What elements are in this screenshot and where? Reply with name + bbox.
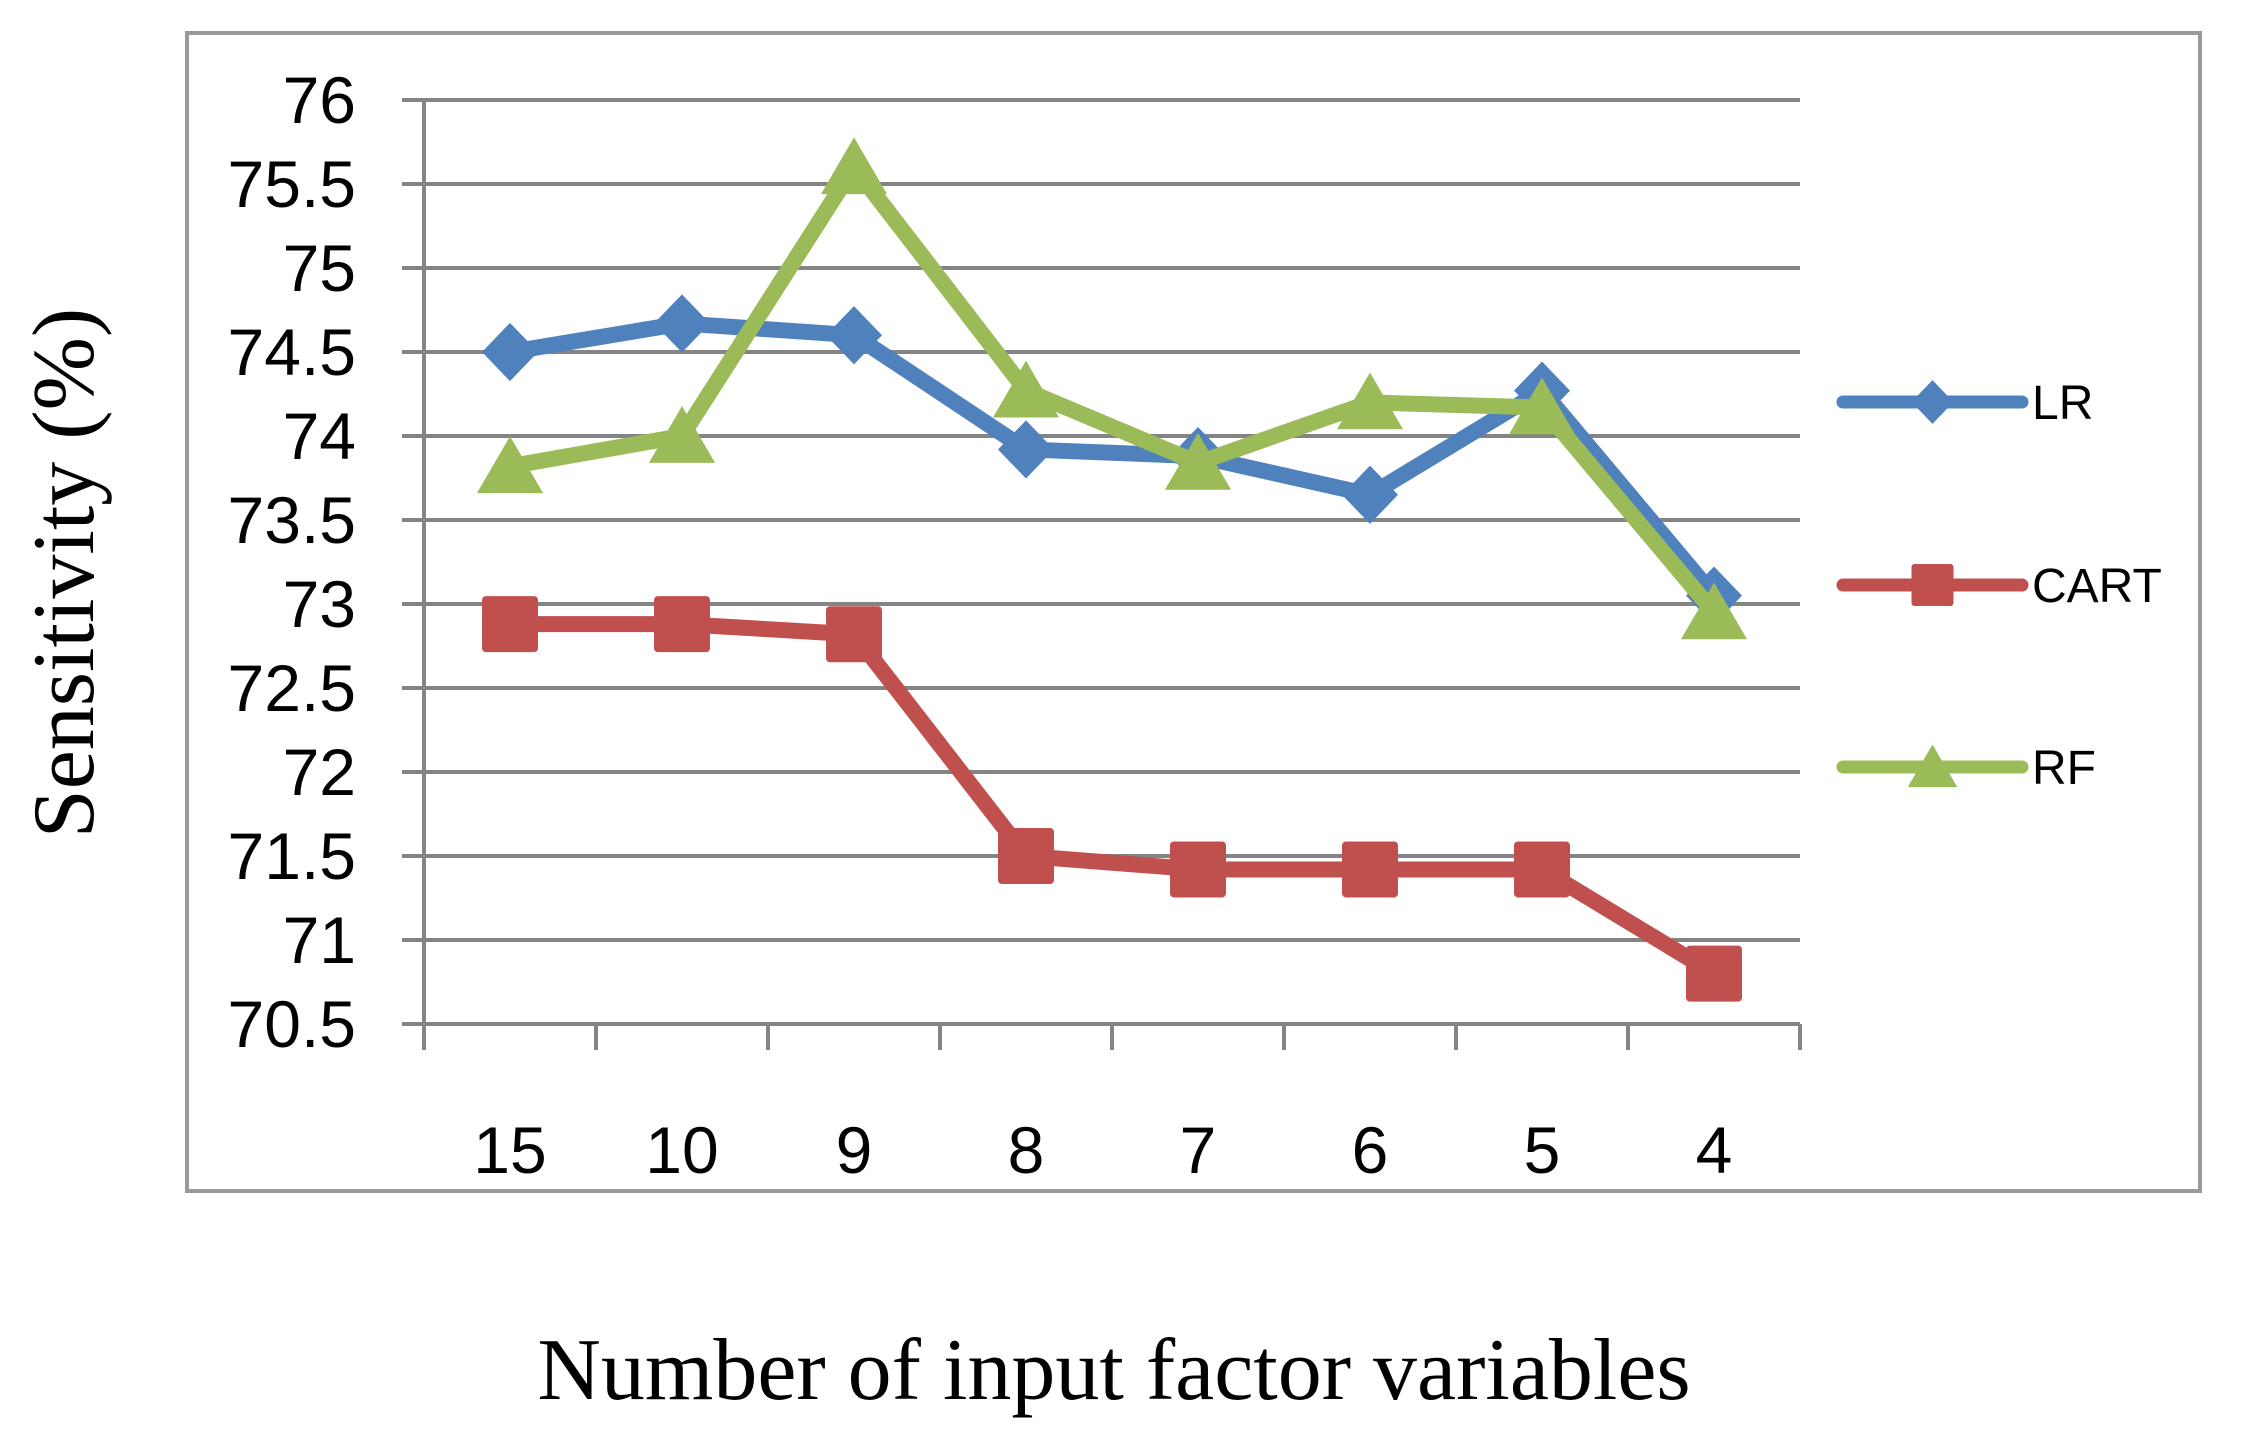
legend-item-CART: CART	[1836, 560, 2162, 613]
x-tick-label: 9	[836, 1113, 873, 1187]
y-tick-label: 73.5	[228, 483, 356, 557]
legend-marker-RF	[1907, 744, 1958, 788]
marker-RF	[1164, 432, 1232, 490]
legend-label-CART: CART	[2032, 560, 2162, 613]
legend-item-RF: RF	[1836, 742, 2096, 795]
y-tick-label: 71	[283, 903, 356, 977]
x-tick-label: 6	[1352, 1113, 1389, 1187]
y-tick-label: 74	[283, 399, 356, 473]
x-tick-label: 4	[1696, 1113, 1733, 1187]
x-tick-label: 5	[1524, 1113, 1561, 1187]
marker-LR	[998, 420, 1054, 479]
y-tick-label: 75	[283, 231, 356, 305]
marker-LR	[1342, 465, 1398, 524]
marker-CART	[1686, 945, 1742, 1002]
x-axis-title: Number of input factor variables	[537, 1322, 1690, 1419]
y-tick-label: 71.5	[228, 819, 356, 893]
x-tick-label: 15	[473, 1113, 546, 1187]
legend-marker-LR	[1911, 380, 1954, 424]
marker-CART	[1342, 841, 1398, 898]
x-axis-tick-labels: 15 10 9 8 7 6 5 4	[473, 1113, 1732, 1187]
marker-CART	[998, 828, 1054, 884]
x-tick-label: 7	[1180, 1113, 1217, 1187]
marker-RF	[1336, 372, 1404, 430]
y-tick-label: 72.5	[228, 651, 356, 725]
marker-RF	[648, 406, 716, 463]
series-RF	[476, 137, 1748, 640]
legend-item-LR: LR	[1836, 377, 2093, 430]
axes	[422, 100, 1802, 1050]
marker-LR	[482, 322, 538, 382]
marker-RF	[820, 137, 888, 195]
y-tick-label: 72	[283, 735, 356, 809]
y-axis-tick-labels: 76 75.5 75 74.5 74 73.5 73 72.5 72 71.5 71 70.5	[228, 63, 356, 1061]
marker-CART	[1514, 841, 1570, 898]
marker-LR	[826, 306, 882, 365]
x-tick-label: 10	[645, 1113, 718, 1187]
legend-label-LR: LR	[2032, 377, 2093, 430]
series-line-CART	[502, 616, 1722, 982]
marker-LR	[654, 294, 710, 353]
marker-RF	[1508, 377, 1576, 435]
marker-RF	[992, 360, 1060, 418]
legend-label-RF: RF	[2032, 742, 2096, 795]
y-tick-label: 74.5	[228, 315, 356, 389]
marker-RF	[476, 436, 544, 494]
y-tick-label: 70.5	[228, 987, 356, 1061]
marker-CART	[654, 596, 710, 653]
marker-CART	[1170, 841, 1226, 898]
legend-marker-CART	[1911, 564, 1954, 606]
y-tick-label: 75.5	[228, 147, 356, 221]
marker-CART	[482, 596, 538, 653]
marker-RF	[1680, 582, 1748, 640]
series-CART	[482, 596, 1742, 1002]
y-tick-label: 76	[283, 63, 356, 137]
series-group	[476, 137, 1748, 1002]
series-line-RF	[502, 159, 1722, 621]
y-axis-title: Sensitivity (%)	[16, 308, 113, 838]
legend: LR CART RF	[1836, 377, 2162, 795]
x-tick-label: 8	[1008, 1113, 1045, 1187]
y-tick-label: 73	[283, 567, 356, 641]
marker-CART	[826, 606, 882, 663]
